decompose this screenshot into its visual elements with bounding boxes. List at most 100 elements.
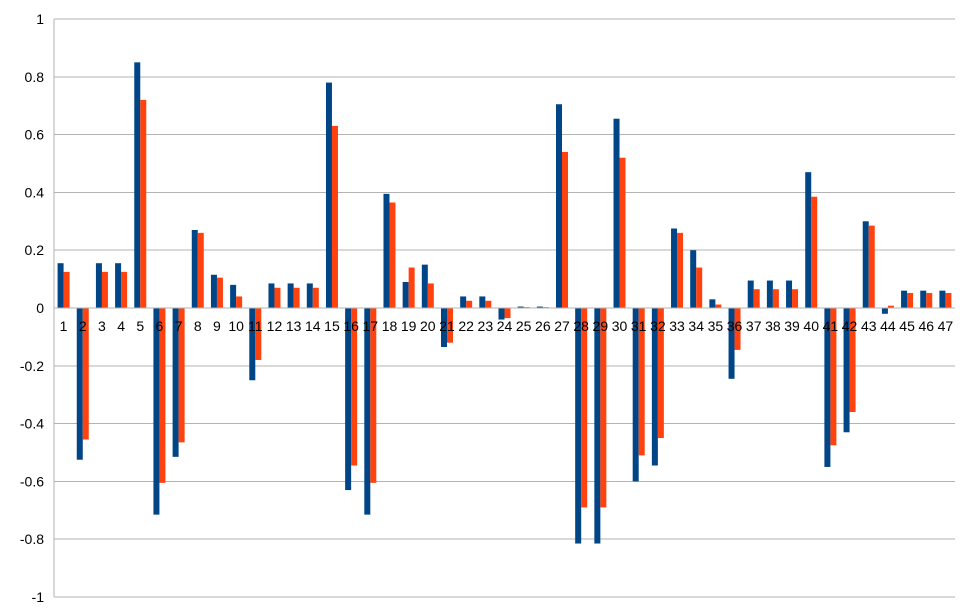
bar [594,308,601,544]
bar [466,300,473,308]
bar [76,308,83,460]
y-tick-label: -0.6 [20,473,44,489]
bar [536,306,543,308]
bar [402,281,409,308]
bar [460,296,467,308]
bar [734,308,741,350]
bar [926,292,933,308]
x-tick-label: 7 [175,318,183,334]
x-tick-label: 20 [420,318,436,334]
y-tick-label: 0 [36,300,44,316]
bar [868,225,875,308]
x-tick-label: 47 [938,318,954,334]
bar [287,283,294,308]
bar [249,308,256,381]
bar [811,196,818,308]
bar [197,232,204,308]
x-tick-label: 6 [156,318,164,334]
x-tick-label: 23 [478,318,494,334]
bar [230,284,237,308]
bar [677,232,684,308]
bar [268,283,275,308]
x-tick-label: 2 [79,318,87,334]
bar [920,290,927,308]
bar [351,308,358,466]
bar [306,283,313,308]
bar [651,308,658,466]
bar [600,308,607,508]
bar [216,277,223,308]
bar [364,308,371,515]
bar [805,172,812,308]
bar [671,228,678,308]
bar [843,308,850,433]
bar [792,289,799,308]
x-tick-label: 10 [228,318,244,334]
x-tick-label: 9 [213,318,221,334]
y-tick-label: -0.2 [20,358,44,374]
y-tick-label: -1 [32,589,45,605]
bar [613,118,620,308]
bar [824,308,831,467]
x-tick-label: 35 [708,318,724,334]
x-tick-label: 28 [573,318,589,334]
bar [498,308,505,320]
bar [766,280,773,308]
axes [53,19,955,597]
x-tick-label: 4 [117,318,125,334]
bar [907,292,914,308]
bar [753,289,760,308]
x-tick-label: 36 [727,318,743,334]
x-tick-label: 44 [880,318,896,334]
y-tick-label: 0.2 [25,242,45,258]
y-tick-label: -0.8 [20,531,44,547]
y-tick-labels: 1 0.8 0.6 0.4 0.2 0 -0.2 -0.4 -0.6 -0.8 -1 [20,11,44,605]
x-tick-label: 11 [248,318,263,334]
y-tick-label: 0.6 [25,127,45,143]
bar [274,287,281,308]
bar [293,287,300,308]
x-tick-label: 27 [554,318,570,334]
bar [939,290,946,308]
bar [331,125,338,309]
bar [881,308,888,314]
x-tick-label: 21 [439,318,455,334]
bar [408,267,415,308]
x-tick-label: 12 [267,318,283,334]
y-tick-label: 1 [36,11,44,27]
bar [121,271,128,308]
x-tick-label: 13 [286,318,302,334]
bar [446,308,453,343]
bar [191,229,198,308]
x-tick-label: 31 [631,318,647,334]
x-tick-label: 16 [343,318,359,334]
bar [383,193,390,308]
bar [325,82,332,308]
bar [140,99,147,308]
bar [504,308,511,319]
x-tick-label: 19 [401,318,417,334]
bar [345,308,352,491]
x-tick-label: 38 [765,318,781,334]
bar [556,104,563,308]
x-tick-labels: 1 2 3 4 5 6 7 8 9 10 11 12 13 14 15 16 17 18 19 20 21 22 23 24 2… [60,318,954,334]
x-tick-label: 41 [823,318,839,334]
bar [159,308,166,483]
bar [178,308,185,443]
bar [421,264,428,308]
x-tick-label: 37 [746,318,762,334]
x-tick-label: 43 [861,318,877,334]
bar [95,263,102,308]
y-tick-label: 0.8 [25,69,45,85]
bar [849,308,856,413]
bar [562,151,569,308]
bar [440,308,447,348]
bar [82,308,89,440]
x-tick-label: 3 [98,318,106,334]
x-tick-label: 29 [593,318,609,334]
bar [115,263,122,308]
x-tick-label: 18 [382,318,398,334]
x-tick-label: 14 [305,318,321,334]
x-tick-label: 39 [784,318,800,334]
